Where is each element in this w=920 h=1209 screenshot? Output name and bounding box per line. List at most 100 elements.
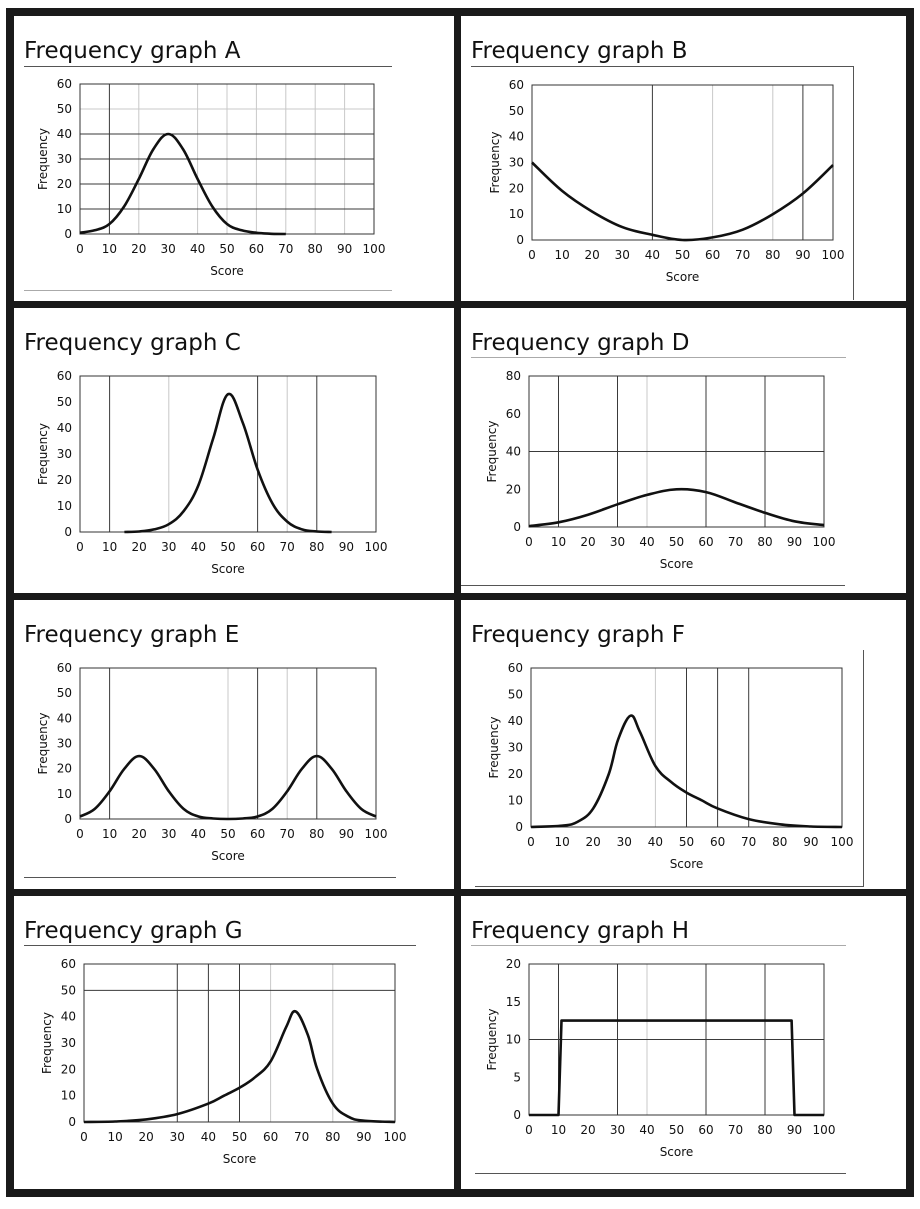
y-axis-label: Frequency: [487, 717, 501, 779]
y-tick-label: 20: [57, 473, 72, 487]
x-tick-label: 100: [831, 835, 854, 849]
x-tick-label: 50: [220, 827, 235, 841]
y-tick-label: 40: [506, 445, 521, 459]
x-tick-label: 80: [325, 1130, 340, 1144]
x-tick-label: 10: [107, 1130, 122, 1144]
graph-cell-f: Frequency graph F 0 10 20 30 40 50 60 0 10 20 30 40…: [461, 600, 906, 889]
x-tick-label: 80: [757, 535, 772, 549]
y-tick-label: 50: [509, 104, 524, 118]
x-tick-label: 0: [525, 535, 533, 549]
x-tick-label: 100: [813, 1123, 836, 1137]
x-axis-label: Score: [211, 849, 245, 863]
x-tick-label: 90: [339, 540, 354, 554]
plot-frame: [528, 375, 825, 528]
y-tick-label: 0: [68, 1115, 76, 1129]
graph-title-f: Frequency graph F: [471, 622, 685, 648]
x-tick-label: 60: [698, 535, 713, 549]
x-tick-label: 100: [363, 242, 386, 256]
y-tick-label: 0: [515, 820, 523, 834]
x-tick-label: 100: [822, 248, 845, 262]
title-rule-a: [24, 66, 392, 67]
x-tick-label: 70: [735, 248, 750, 262]
frame-divider-row-1: [6, 301, 914, 308]
chart-c: 0 10 20 30 40 50 60 0 10 20 30 40 50 60 70 80 90 100 Score…: [36, 369, 388, 576]
x-tick-label: 20: [139, 1130, 154, 1144]
y-tick-label: 10: [506, 1033, 521, 1047]
y-tick-label: 0: [64, 525, 72, 539]
x-tick-label: 60: [250, 540, 265, 554]
x-tick-label: 70: [278, 242, 293, 256]
frame-left: [6, 8, 14, 1197]
plot-frame: [79, 83, 375, 235]
y-axis-label: Frequency: [36, 128, 50, 190]
x-tick-label: 10: [551, 1123, 566, 1137]
graph-title-e: Frequency graph E: [24, 622, 240, 648]
graph-cell-d: Frequency graph D 0 20 40 60 80 0 10 20 30 40 50 60…: [461, 308, 906, 593]
x-tick-label: 0: [528, 248, 536, 262]
graph-title-a: Frequency graph A: [24, 38, 241, 64]
y-tick-label: 20: [509, 181, 524, 195]
y-tick-label: 0: [516, 233, 524, 247]
x-tick-label: 80: [765, 248, 780, 262]
x-tick-label: 90: [356, 1130, 371, 1144]
y-axis-label: Frequency: [40, 1012, 54, 1074]
x-tick-label: 10: [551, 535, 566, 549]
y-tick-label: 50: [57, 395, 72, 409]
x-tick-label: 80: [309, 540, 324, 554]
x-tick-label: 60: [705, 248, 720, 262]
x-axis-label: Score: [670, 857, 704, 871]
y-tick-label: 40: [61, 1010, 76, 1024]
graph-cell-g: Frequency graph G 0 10 20 30 40 50 60 0 10 20 30 40…: [14, 896, 454, 1189]
y-tick-label: 40: [57, 127, 72, 141]
x-tick-label: 50: [232, 1130, 247, 1144]
x-tick-label: 80: [757, 1123, 772, 1137]
panel-bottom-rule-a: [24, 290, 392, 291]
y-tick-label: 50: [57, 102, 72, 116]
frame-divider-row-3: [6, 889, 914, 896]
x-tick-label: 40: [191, 827, 206, 841]
y-tick-label: 10: [509, 207, 524, 221]
frame-divider-vertical: [454, 8, 461, 1197]
y-tick-label: 10: [57, 202, 72, 216]
y-tick-label: 60: [509, 78, 524, 92]
x-tick-label: 80: [308, 242, 323, 256]
x-tick-label: 20: [585, 248, 600, 262]
x-tick-label: 0: [525, 1123, 533, 1137]
y-tick-label: 5: [513, 1070, 521, 1084]
x-tick-label: 90: [795, 248, 810, 262]
frame-divider-row-2: [6, 593, 914, 600]
y-tick-label: 40: [508, 714, 523, 728]
x-tick-label: 40: [645, 248, 660, 262]
series-line: [79, 754, 377, 821]
x-tick-label: 100: [365, 540, 388, 554]
x-axis-label: Score: [660, 1145, 694, 1159]
chart-a: 0 10 20 30 40 50 60 0 10 20 30 40 50 60 70 80 90 100 Score…: [36, 77, 386, 278]
x-tick-label: 20: [580, 535, 595, 549]
x-tick-label: 70: [728, 1123, 743, 1137]
x-tick-label: 20: [580, 1123, 595, 1137]
y-tick-label: 40: [57, 421, 72, 435]
y-tick-label: 40: [57, 711, 72, 725]
y-tick-label: 50: [61, 983, 76, 997]
y-tick-label: 50: [57, 686, 72, 700]
x-tick-label: 20: [131, 242, 146, 256]
y-tick-label: 60: [61, 957, 76, 971]
x-tick-label: 30: [170, 1130, 185, 1144]
graph-title-c: Frequency graph C: [24, 330, 241, 356]
graph-cell-e: Frequency graph E 0 10 20 30 40 50 60 0 10 20 30 40…: [14, 600, 454, 889]
x-tick-label: 30: [615, 248, 630, 262]
x-tick-label: 100: [384, 1130, 407, 1144]
y-tick-label: 20: [57, 177, 72, 191]
y-tick-label: 20: [506, 482, 521, 496]
x-tick-label: 60: [249, 242, 264, 256]
x-tick-label: 0: [76, 540, 84, 554]
graph-cell-a: Frequency graph A 0 10 20 30 40 50 60 0 10 20 30 40…: [14, 16, 454, 301]
y-tick-label: 20: [57, 762, 72, 776]
plot-frame: [79, 375, 377, 533]
graph-title-h: Frequency graph H: [471, 918, 690, 944]
x-tick-label: 10: [554, 248, 569, 262]
chart-e: 0 10 20 30 40 50 60 0 10 20 30 40 50 60 70 80 90 100 Score…: [36, 661, 387, 863]
plot-frame: [531, 84, 834, 241]
y-tick-label: 0: [64, 227, 72, 241]
